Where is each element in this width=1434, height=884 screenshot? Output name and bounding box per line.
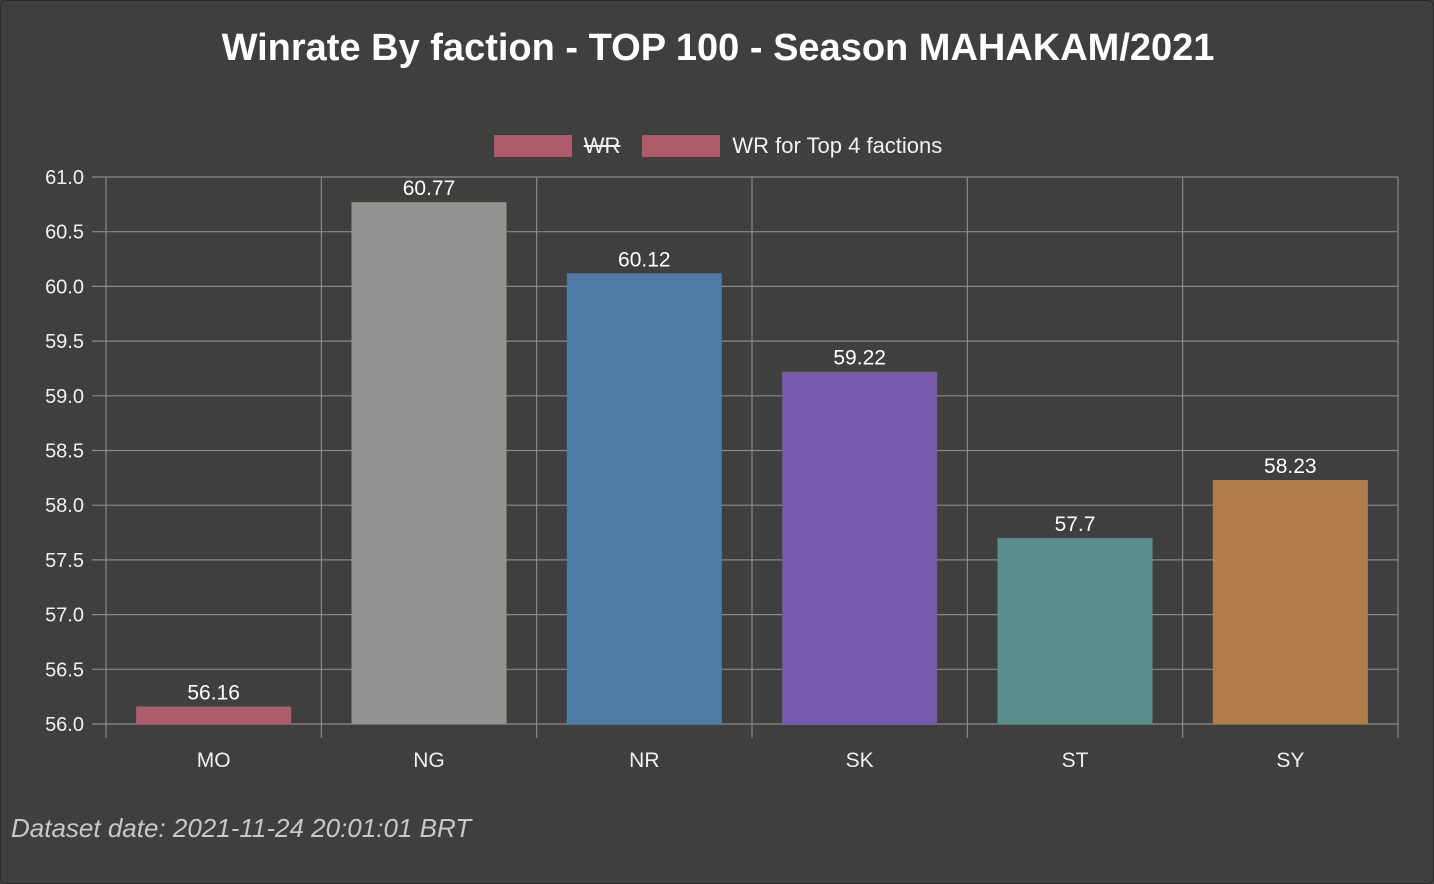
legend-swatch-wr [493, 135, 572, 157]
y-tick-label: 57.5 [45, 550, 84, 572]
y-tick-label: 57.0 [45, 605, 84, 627]
y-tick-label: 59.5 [45, 331, 84, 353]
chart-title: Winrate By faction - TOP 100 - Season MA… [221, 27, 1215, 69]
x-tick-label: ST [1062, 749, 1089, 772]
legend-label-wr: WR [583, 133, 621, 158]
bar-nr [566, 273, 722, 724]
x-tick-label: NG [413, 749, 445, 772]
data-label: 60.77 [403, 177, 456, 200]
x-tick-label: MO [197, 749, 231, 772]
data-label: 60.12 [618, 248, 671, 271]
y-tick-label: 60.0 [45, 276, 84, 298]
y-tick-label: 58.0 [45, 495, 84, 517]
x-tick-label: SY [1276, 749, 1304, 772]
data-label: 56.16 [187, 681, 240, 704]
legend-item-wr-top4[interactable]: WR for Top 4 factions [642, 133, 942, 159]
bar-st [997, 538, 1153, 724]
legend-label-wr-top4: WR for Top 4 factions [732, 133, 943, 158]
bar-chart: 56.0 56.5 57.0 57.5 58.0 58.5 59.0 59.5 60.0 60.5… [45, 167, 1399, 772]
y-tick-label: 59.0 [45, 386, 84, 408]
legend-swatch-wr-top4 [642, 135, 721, 157]
data-label: 57.7 [1055, 513, 1096, 536]
y-tick-label: 60.5 [45, 222, 84, 244]
x-tick-label: SK [846, 749, 874, 772]
chart-legend: WR WR for Top 4 factions [1, 131, 1434, 161]
x-tick-label: NR [629, 749, 659, 772]
legend-item-wr[interactable]: WR [493, 133, 621, 159]
bar-ng [351, 202, 507, 725]
data-label: 58.23 [1264, 455, 1317, 478]
y-tick-label: 58.5 [45, 441, 84, 463]
y-tick-label: 61.0 [45, 167, 84, 189]
bar-mo [136, 706, 292, 724]
y-tick-label: 56.0 [45, 714, 84, 736]
y-tick-label: 56.5 [45, 659, 84, 681]
data-label: 59.22 [833, 347, 886, 370]
bar-sk [782, 371, 938, 724]
dataset-date: Dataset date: 2021-11-24 20:01:01 BRT [11, 813, 472, 843]
bar-sy [1212, 480, 1368, 724]
